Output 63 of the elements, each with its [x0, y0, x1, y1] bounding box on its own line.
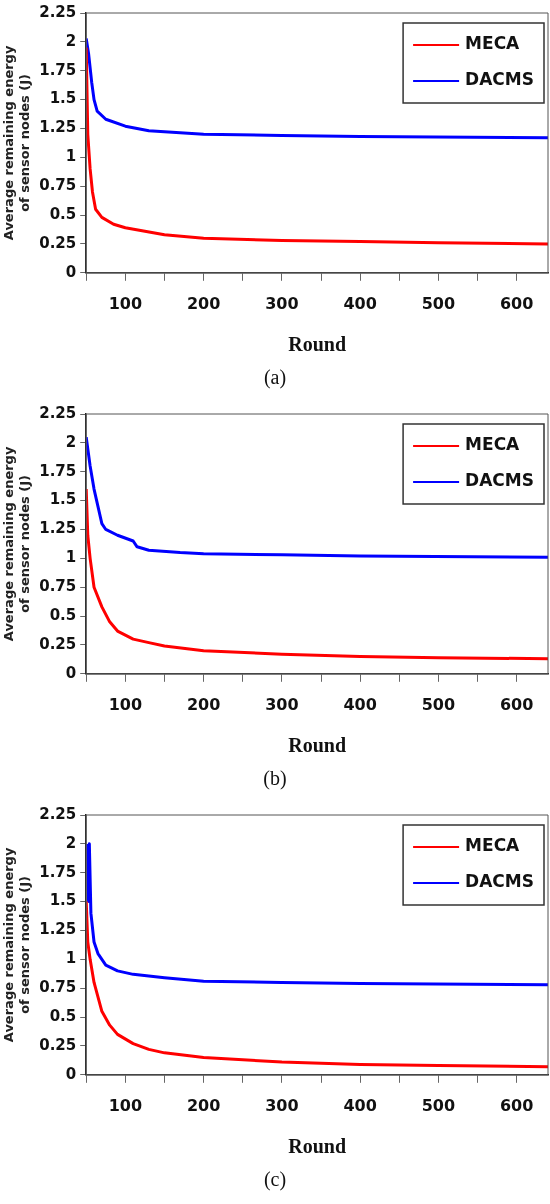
x-tick-label: 100	[108, 293, 143, 313]
legend-label: MECA	[465, 434, 521, 455]
x-axis-title: Round	[288, 333, 347, 356]
y-tick-label: 1	[65, 147, 77, 166]
y-tick-label: 0.5	[49, 204, 77, 223]
y-tick-label: 1.75	[39, 60, 77, 79]
x-tick-label: 400	[343, 694, 377, 714]
text: (a)	[262, 365, 288, 391]
x-tick-label: 500	[421, 293, 456, 313]
y-tick-label: 1.75	[39, 461, 77, 480]
y-tick-label: 0.25	[39, 1035, 77, 1054]
y-tick-label: 2	[65, 432, 77, 451]
x-tick-label: 600	[499, 694, 534, 714]
y-tick-label: 2.25	[39, 2, 77, 21]
y-tick-label: 0.75	[39, 176, 77, 195]
y-tick-label: 2.25	[39, 804, 77, 823]
y-axis-title: Average remaining energy of sensor nodes (J)	[1, 45, 32, 241]
y-tick-label: 2	[65, 833, 77, 852]
x-axis-title: Round	[288, 1135, 347, 1158]
x-tick-label: 400	[343, 293, 377, 313]
x-tick-label: 200	[186, 694, 221, 714]
x-tick-label: 200	[186, 293, 221, 313]
x-tick-label: 300	[265, 293, 299, 313]
text: (b)	[262, 766, 288, 791]
x-tick-label: 500	[421, 694, 456, 714]
x-tick-label: 300	[265, 694, 299, 714]
y-tick-label: 1	[65, 548, 77, 567]
x-tick-label: 300	[265, 1095, 299, 1115]
y-tick-label: 0.75	[39, 978, 77, 997]
y-tick-label: 1.75	[39, 862, 77, 881]
y-tick-label: 0.5	[49, 605, 77, 624]
legend-label: MECA	[465, 835, 521, 856]
x-tick-label: 600	[499, 293, 534, 313]
y-axis-title: Average remaining energy of sensor nodes (J)	[1, 446, 32, 642]
legend-label: DACMS	[465, 69, 534, 90]
y-tick-label: 1.5	[49, 891, 77, 910]
x-tick-label: 200	[186, 1095, 221, 1115]
y-tick-label: 1.25	[39, 920, 77, 939]
y-tick-label: 1.5	[49, 89, 77, 108]
y-tick-label: 1	[65, 949, 77, 968]
text: (c)	[262, 1167, 288, 1193]
legend-label: DACMS	[465, 871, 534, 892]
y-tick-label: 2.25	[39, 403, 77, 422]
x-tick-label: 600	[499, 1095, 534, 1115]
y-tick-label: 0.5	[49, 1006, 77, 1025]
y-tick-label: 0	[65, 663, 77, 682]
y-tick-label: 2	[65, 31, 77, 50]
x-tick-label: 500	[421, 1095, 456, 1115]
legend-label: DACMS	[465, 470, 534, 491]
y-tick-label: 0.25	[39, 634, 77, 653]
y-tick-label: 1.25	[39, 118, 77, 137]
x-axis-title: Round	[288, 734, 347, 757]
x-tick-label: 400	[343, 1095, 377, 1115]
y-tick-label: 1.25	[39, 519, 77, 538]
y-tick-label: 0.75	[39, 577, 77, 596]
legend-label: MECA	[465, 33, 521, 54]
x-tick-label: 100	[108, 1095, 143, 1115]
x-tick-label: 100	[108, 694, 143, 714]
y-tick-label: 0.25	[39, 233, 77, 252]
y-tick-label: 0	[65, 1064, 77, 1083]
y-tick-label: 0	[65, 262, 77, 281]
y-tick-label: 1.5	[49, 490, 77, 509]
y-axis-title: Average remaining energy of sensor nodes (J)	[1, 847, 32, 1043]
